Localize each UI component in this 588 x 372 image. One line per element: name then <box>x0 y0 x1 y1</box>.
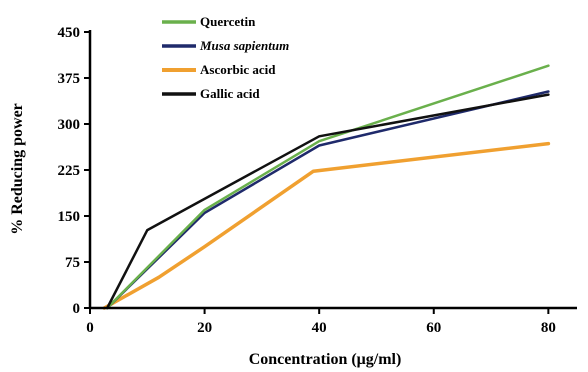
y-tick-label: 225 <box>58 163 81 179</box>
legend-label: Gallic acid <box>200 86 260 101</box>
legend: Quercetin Musa sapientum Ascorbic acid Gall… <box>162 14 289 101</box>
y-tick-label: 450 <box>58 25 81 41</box>
x-tick-label: 80 <box>541 320 556 336</box>
y-tick-label: 300 <box>58 117 81 133</box>
series-line-quercetin <box>105 64 550 310</box>
x-tick-label: 60 <box>426 320 441 336</box>
y-tick-label: 150 <box>58 209 81 225</box>
x-axis-title: Concentration (μg/ml) <box>249 351 402 368</box>
legend-entry: Gallic acid <box>162 86 260 101</box>
x-tick-label: 0 <box>86 320 94 336</box>
y-tick-label: 375 <box>58 71 81 87</box>
legend-entry: Musa sapientum <box>162 38 289 53</box>
y-tick-label: 75 <box>65 255 80 271</box>
series-line-ascorbic-acid <box>102 141 551 310</box>
axes: 0 75 150 225 300 375 450 0 20 40 60 80 <box>58 25 577 336</box>
y-axis-title: % Reducing power <box>9 103 26 235</box>
series-line-musa-sapientum <box>105 90 550 310</box>
x-tick-label: 20 <box>197 320 212 336</box>
legend-entry: Quercetin <box>162 14 256 29</box>
legend-label: Ascorbic acid <box>200 62 276 77</box>
legend-label: Quercetin <box>200 14 256 29</box>
y-tick-label: 0 <box>73 301 81 317</box>
plot-area <box>102 64 551 310</box>
legend-label: Musa sapientum <box>199 38 289 53</box>
x-tick-label: 40 <box>312 320 327 336</box>
legend-entry: Ascorbic acid <box>162 62 276 77</box>
series-line-gallic-acid <box>105 93 550 310</box>
